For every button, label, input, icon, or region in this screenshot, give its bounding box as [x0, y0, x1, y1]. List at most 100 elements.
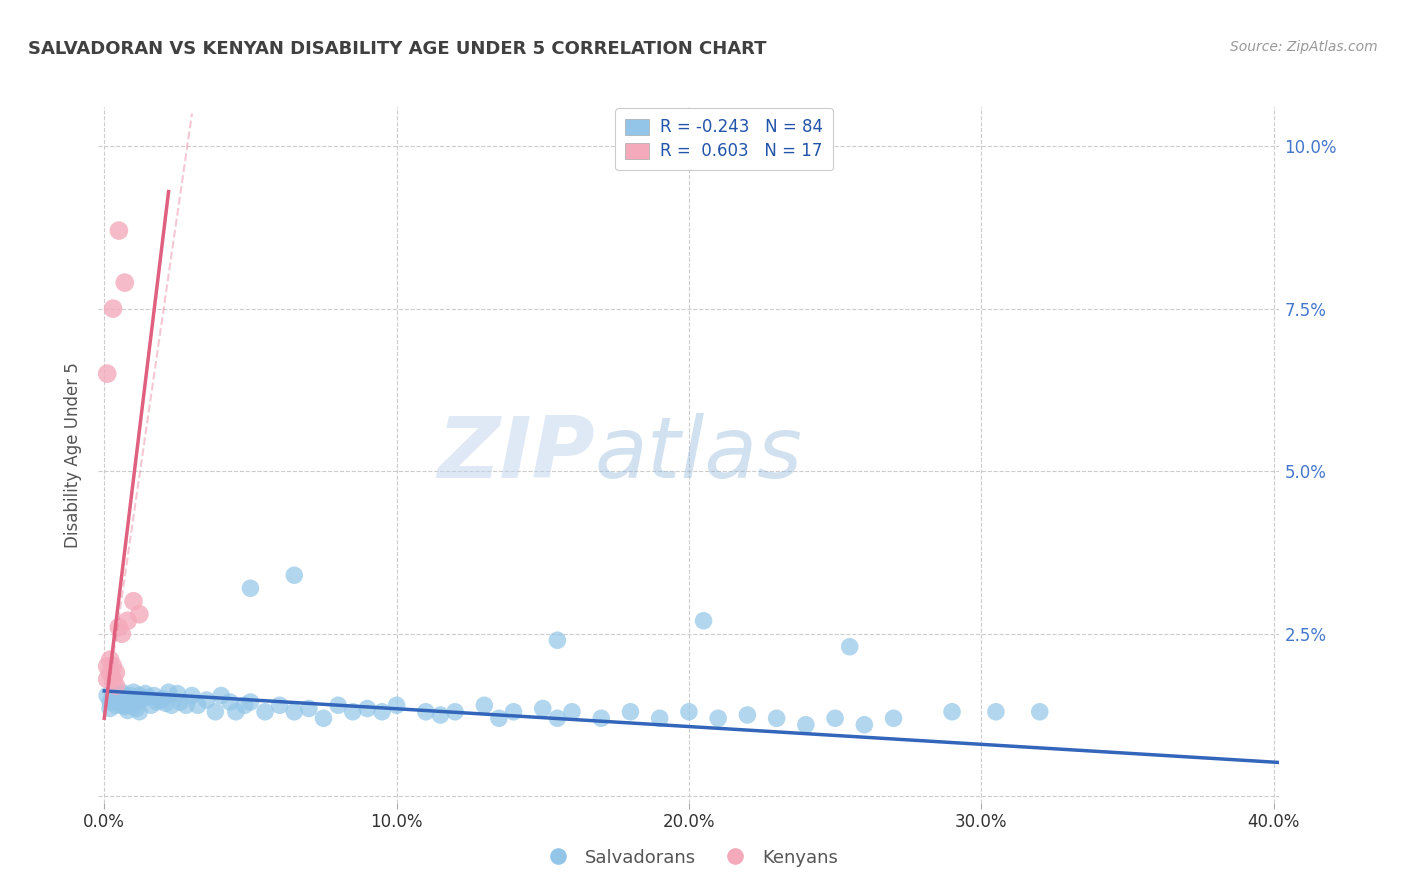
- Point: [114, 276, 136, 290]
- Point: [143, 689, 166, 703]
- Point: [152, 691, 174, 706]
- Point: [125, 691, 148, 706]
- Point: [117, 703, 139, 717]
- Point: [122, 594, 145, 608]
- Point: [134, 687, 156, 701]
- Point: [120, 698, 142, 713]
- Point: [122, 685, 145, 699]
- Point: [429, 708, 451, 723]
- Point: [146, 695, 169, 709]
- Point: [114, 689, 136, 703]
- Point: [648, 711, 671, 725]
- Point: [104, 698, 127, 713]
- Point: [254, 705, 277, 719]
- Point: [984, 705, 1007, 719]
- Point: [342, 705, 364, 719]
- Text: ZIP: ZIP: [437, 413, 595, 497]
- Text: Source: ZipAtlas.com: Source: ZipAtlas.com: [1230, 40, 1378, 54]
- Point: [174, 698, 197, 713]
- Point: [111, 626, 134, 640]
- Point: [108, 695, 131, 709]
- Point: [283, 568, 305, 582]
- Point: [98, 665, 121, 680]
- Point: [883, 711, 905, 725]
- Point: [546, 711, 568, 725]
- Point: [101, 672, 124, 686]
- Point: [98, 695, 121, 709]
- Point: [166, 687, 188, 701]
- Point: [101, 693, 124, 707]
- Text: atlas: atlas: [595, 413, 803, 497]
- Point: [98, 653, 121, 667]
- Point: [385, 698, 408, 713]
- Point: [225, 705, 247, 719]
- Point: [187, 698, 209, 713]
- Text: SALVADORAN VS KENYAN DISABILITY AGE UNDER 5 CORRELATION CHART: SALVADORAN VS KENYAN DISABILITY AGE UNDE…: [28, 40, 766, 58]
- Point: [204, 705, 226, 719]
- Point: [371, 705, 394, 719]
- Point: [157, 685, 180, 699]
- Point: [233, 698, 256, 713]
- Point: [108, 224, 131, 238]
- Point: [96, 367, 118, 381]
- Point: [209, 689, 232, 703]
- Point: [117, 614, 139, 628]
- Point: [120, 689, 142, 703]
- Point: [1029, 705, 1052, 719]
- Point: [488, 711, 510, 725]
- Point: [139, 698, 162, 713]
- Point: [765, 711, 787, 725]
- Point: [169, 695, 191, 709]
- Point: [101, 659, 124, 673]
- Point: [114, 699, 136, 714]
- Point: [155, 696, 177, 710]
- Point: [136, 690, 159, 705]
- Point: [96, 672, 118, 686]
- Point: [444, 705, 467, 719]
- Point: [101, 685, 124, 699]
- Point: [104, 679, 127, 693]
- Point: [619, 705, 641, 719]
- Point: [546, 633, 568, 648]
- Point: [692, 614, 714, 628]
- Point: [108, 620, 131, 634]
- Point: [794, 718, 817, 732]
- Point: [125, 701, 148, 715]
- Point: [312, 711, 335, 725]
- Point: [128, 705, 150, 719]
- Point: [591, 711, 613, 725]
- Point: [269, 698, 291, 713]
- Point: [111, 685, 134, 699]
- Point: [96, 689, 118, 703]
- Point: [941, 705, 963, 719]
- Point: [131, 691, 153, 706]
- Point: [122, 699, 145, 714]
- Point: [239, 695, 262, 709]
- Point: [824, 711, 846, 725]
- Point: [111, 698, 134, 713]
- Point: [356, 701, 378, 715]
- Point: [160, 698, 183, 713]
- Point: [108, 687, 131, 701]
- Point: [149, 693, 172, 707]
- Point: [96, 659, 118, 673]
- Point: [502, 705, 524, 719]
- Point: [561, 705, 583, 719]
- Point: [219, 695, 242, 709]
- Point: [298, 701, 321, 715]
- Point: [195, 693, 218, 707]
- Point: [707, 711, 730, 725]
- Point: [678, 705, 700, 719]
- Point: [104, 691, 127, 706]
- Point: [531, 701, 554, 715]
- Point: [415, 705, 437, 719]
- Point: [838, 640, 860, 654]
- Point: [128, 607, 150, 622]
- Point: [326, 698, 349, 713]
- Y-axis label: Disability Age Under 5: Disability Age Under 5: [65, 362, 83, 548]
- Point: [98, 701, 121, 715]
- Point: [181, 689, 204, 703]
- Point: [737, 708, 759, 723]
- Point: [283, 705, 305, 719]
- Point: [472, 698, 495, 713]
